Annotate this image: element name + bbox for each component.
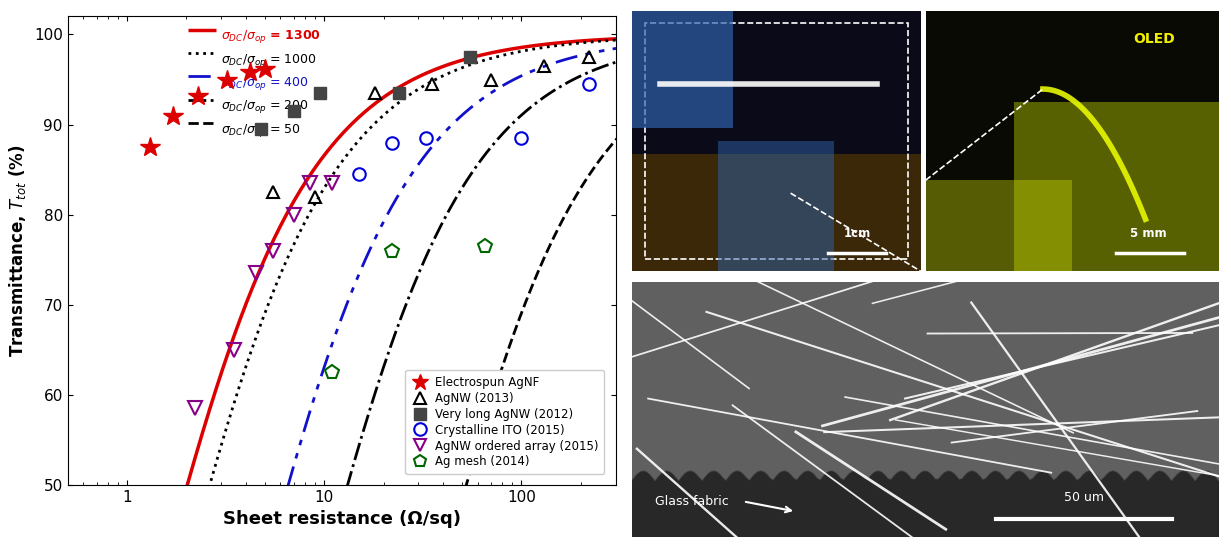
Text: 1cm: 1cm (843, 227, 870, 240)
Text: 50 um: 50 um (1064, 491, 1104, 504)
Text: $\sigma_{DC}/\sigma_{op}$ = 1300: $\sigma_{DC}/\sigma_{op}$ = 1300 (222, 28, 321, 45)
X-axis label: Sheet resistance (Ω/sq): Sheet resistance (Ω/sq) (223, 510, 460, 528)
Y-axis label: Transmittance, $T_{tot}$ (%): Transmittance, $T_{tot}$ (%) (7, 144, 28, 357)
Text: Glass fabric: Glass fabric (655, 495, 729, 508)
Legend: Electrospun AgNF, AgNW (2013), Very long AgNW (2012), Crystalline ITO (2015), Ag: Electrospun AgNF, AgNW (2013), Very long… (405, 370, 604, 475)
Text: $\sigma_{DC}/\sigma_{op}$ = 1000: $\sigma_{DC}/\sigma_{op}$ = 1000 (222, 52, 318, 68)
Text: 5 mm: 5 mm (1130, 227, 1167, 240)
Text: OLED: OLED (1133, 32, 1174, 46)
Text: $\sigma_{DC}/\sigma_{op}$ = 400: $\sigma_{DC}/\sigma_{op}$ = 400 (222, 75, 309, 92)
Text: $\sigma_{DC}/\sigma_{op}$ = 200: $\sigma_{DC}/\sigma_{op}$ = 200 (222, 99, 309, 116)
Text: $\sigma_{DC}/\sigma_{op}$ = 50: $\sigma_{DC}/\sigma_{op}$ = 50 (222, 122, 302, 139)
